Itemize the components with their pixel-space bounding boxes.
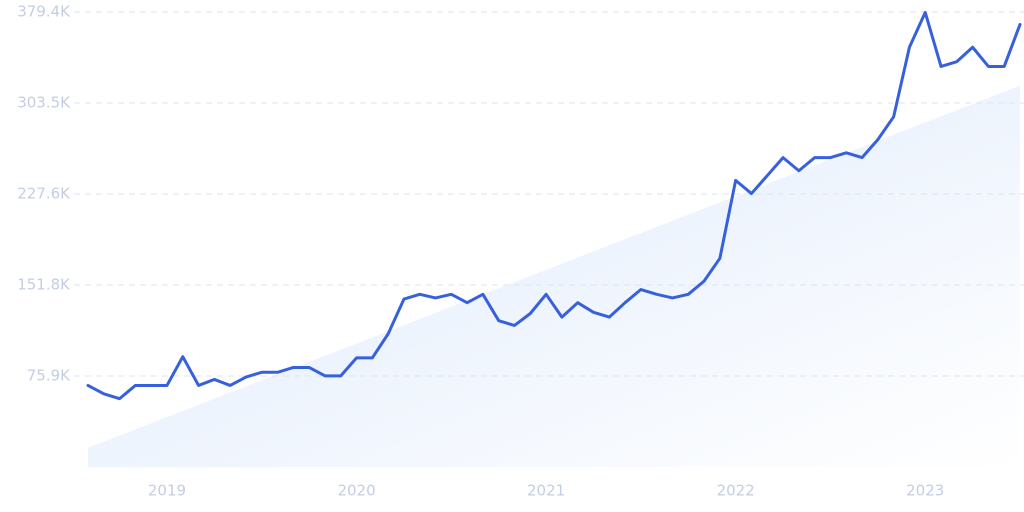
x-tick-label: 2021: [527, 482, 565, 500]
trend-area: [88, 85, 1020, 467]
y-tick-label: 75.9K: [27, 366, 71, 384]
y-tick-label: 227.6K: [17, 185, 71, 203]
y-tick-label: 379.4K: [17, 3, 71, 21]
x-tick-label: 2023: [906, 482, 944, 500]
line: [86, 10, 1022, 401]
y-tick-label: 303.5K: [17, 94, 71, 112]
y-tick-label: 151.8K: [17, 275, 71, 293]
x-tick-label: 2019: [148, 482, 186, 500]
x-tick-label: 2020: [337, 482, 375, 500]
x-tick-label: 2022: [717, 482, 755, 500]
